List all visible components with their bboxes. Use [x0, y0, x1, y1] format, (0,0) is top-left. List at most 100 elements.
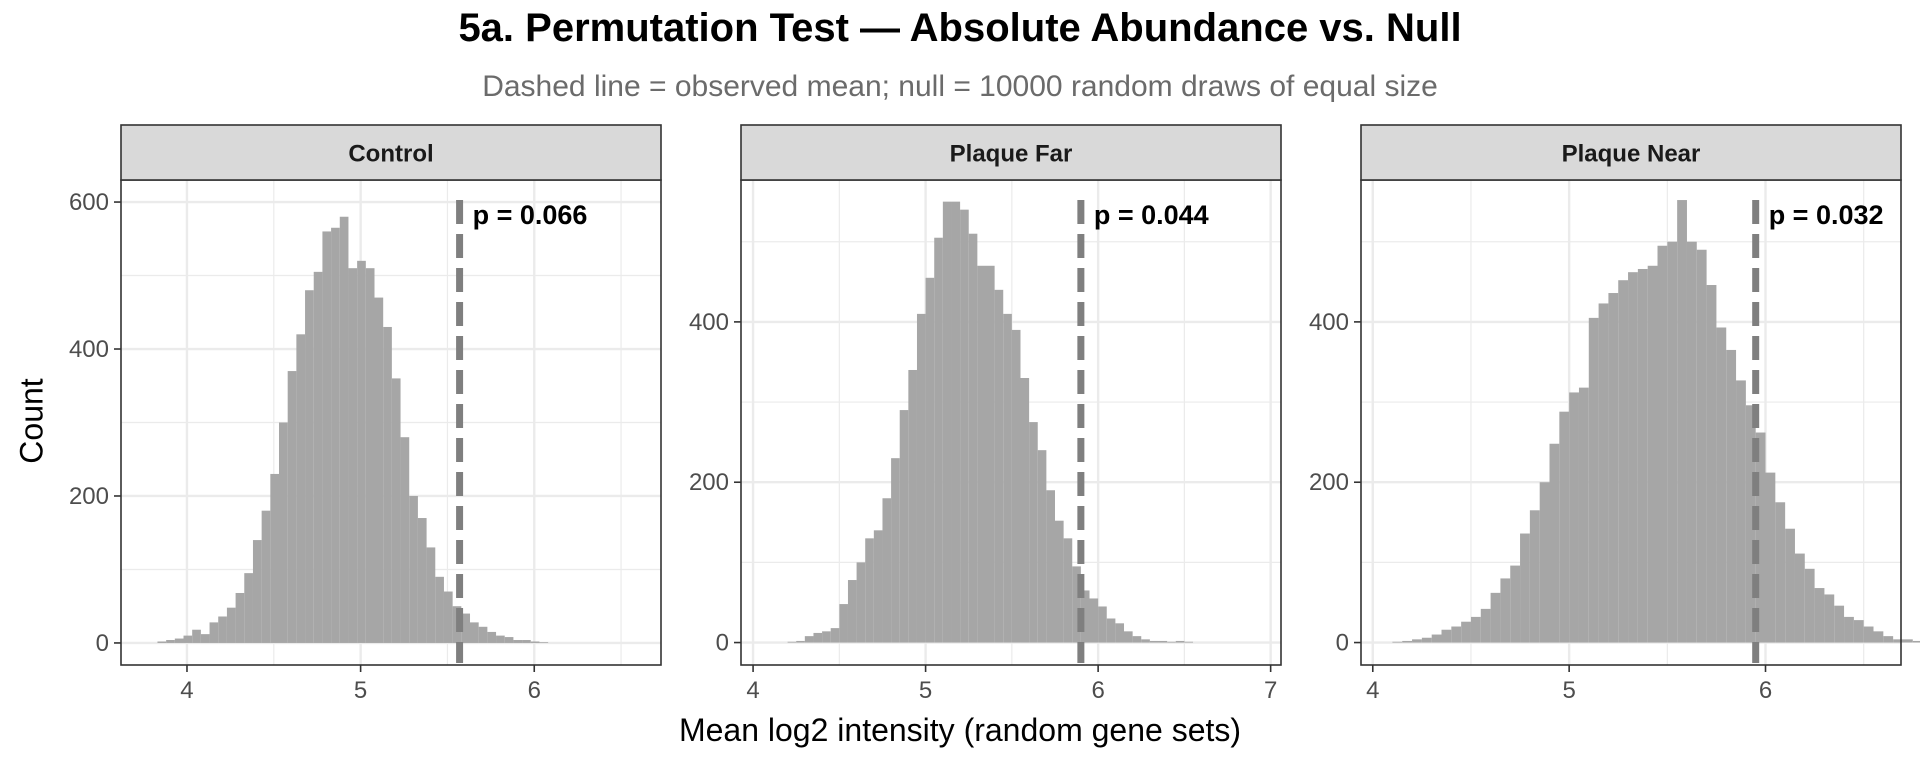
histogram-bar: [1893, 639, 1903, 643]
histogram-bar: [1804, 568, 1815, 643]
histogram-bar: [1539, 482, 1550, 643]
histogram-bar: [166, 640, 175, 643]
x-tick-label: 6: [1759, 677, 1772, 704]
histogram-bar: [1124, 631, 1133, 643]
histogram-bar: [1657, 245, 1668, 643]
histogram-bar: [1873, 631, 1884, 643]
histogram-bar: [934, 237, 943, 643]
histogram-bar: [1063, 538, 1073, 643]
histogram-bar: [1883, 636, 1894, 643]
histogram-bar: [847, 580, 857, 643]
histogram-bar: [226, 607, 236, 643]
chart-subtitle: Dashed line = observed mean; null = 1000…: [482, 70, 1438, 103]
facet-strip-label: Control: [348, 141, 433, 168]
histogram-bar: [305, 290, 314, 643]
histogram-bar: [1686, 241, 1697, 643]
histogram-bar: [1106, 618, 1116, 643]
y-tick-label: 400: [1309, 309, 1349, 336]
histogram-bar: [435, 576, 444, 643]
facet-strip: [1360, 124, 1902, 181]
histogram-bar: [1736, 380, 1746, 643]
histogram-bar: [1902, 639, 1913, 643]
histogram-bar: [1618, 280, 1629, 643]
histogram-bar: [1461, 621, 1471, 643]
histogram-bar: [822, 631, 831, 643]
histogram-bar: [1046, 490, 1055, 643]
x-tick-label: 6: [1091, 677, 1104, 704]
histogram-bar: [856, 562, 866, 643]
histogram-bar: [1853, 620, 1864, 643]
histogram-bar: [1775, 502, 1786, 643]
x-tick-label: 5: [919, 677, 932, 704]
histogram-bar: [443, 591, 453, 643]
histogram-bar: [1765, 472, 1776, 643]
y-axis-label: Count: [13, 378, 50, 464]
histogram-bar: [339, 216, 349, 643]
facet-strip-label: Plaque Near: [1562, 141, 1701, 168]
y-tick-label: 200: [69, 483, 109, 510]
histogram-bar: [209, 622, 219, 643]
histogram-bar: [1628, 272, 1638, 643]
histogram-bar: [530, 641, 540, 643]
histogram-bar: [1716, 327, 1727, 643]
histogram-bar: [504, 637, 514, 643]
histogram-bar: [908, 369, 917, 643]
histogram-bar: [1559, 411, 1570, 643]
histogram-bar: [1072, 566, 1081, 643]
histogram-bar: [218, 616, 227, 643]
histogram-bar: [1167, 641, 1176, 643]
histogram-bar: [461, 613, 471, 643]
y-tick-label: 0: [1336, 630, 1349, 657]
histogram-bar: [487, 631, 497, 643]
histogram-bar: [1392, 641, 1403, 643]
panel-plaque-near: 4 5 6 0 200 400 p = 0.032 Plaque Near: [1309, 124, 1920, 704]
histogram-bar: [1598, 303, 1609, 643]
histogram-bar: [1029, 422, 1038, 643]
histogram-bar: [796, 640, 805, 643]
histogram-bar: [1441, 629, 1452, 643]
facet-strip: [740, 124, 1282, 181]
histogram-bar: [1794, 553, 1805, 643]
histogram-bar: [925, 277, 935, 643]
x-axis-label: Mean log2 intensity (random gene sets): [678, 712, 1242, 748]
panel-control: 4 5 6 0 200 400 600 p = 0.066 Control: [69, 124, 662, 704]
histogram-bar: [1755, 432, 1766, 643]
histogram-bar: [891, 458, 900, 643]
histogram-bar: [1863, 626, 1874, 643]
histogram-bar: [252, 540, 262, 643]
histogram-bar: [960, 209, 969, 643]
histogram-bar: [830, 628, 840, 643]
histogram-bar: [942, 201, 952, 643]
histogram-bar: [1421, 637, 1432, 643]
histogram-bar: [787, 641, 797, 643]
histogram-bar: [1824, 594, 1835, 643]
histogram-bar: [200, 634, 210, 643]
y-tick-label: 400: [689, 309, 729, 336]
histogram-bar: [417, 518, 427, 643]
histogram-bar: [1726, 349, 1737, 643]
y-tick-label: 200: [1309, 469, 1349, 496]
histogram-bar: [157, 641, 167, 643]
histogram-bar: [1588, 317, 1599, 643]
x-tick-label: 4: [746, 677, 759, 704]
histogram-bar: [1785, 528, 1795, 643]
x-tick-label: 6: [528, 677, 541, 704]
y-tick-label: 0: [96, 630, 109, 657]
p-value-label: p = 0.044: [1094, 200, 1209, 230]
histogram-bar: [1745, 405, 1756, 643]
panel-plaque-far: 4 5 6 7 0 200 400 p = 0.044 Plaque Far: [689, 124, 1282, 704]
histogram-bar: [470, 622, 479, 643]
histogram-bar: [539, 642, 549, 643]
x-tick-label: 5: [354, 677, 367, 704]
histogram-bar: [400, 437, 410, 643]
histogram-bar: [1667, 241, 1678, 643]
histogram-bar: [985, 265, 995, 643]
x-tick-label: 4: [180, 677, 193, 704]
histogram-bar: [244, 573, 253, 643]
histogram-bar: [1608, 293, 1619, 643]
histogram-bar: [1037, 450, 1047, 643]
histogram-bar: [1412, 639, 1422, 643]
histogram-bar: [1020, 378, 1030, 643]
histogram-bar: [1132, 636, 1142, 643]
histogram-bar: [1549, 443, 1560, 643]
